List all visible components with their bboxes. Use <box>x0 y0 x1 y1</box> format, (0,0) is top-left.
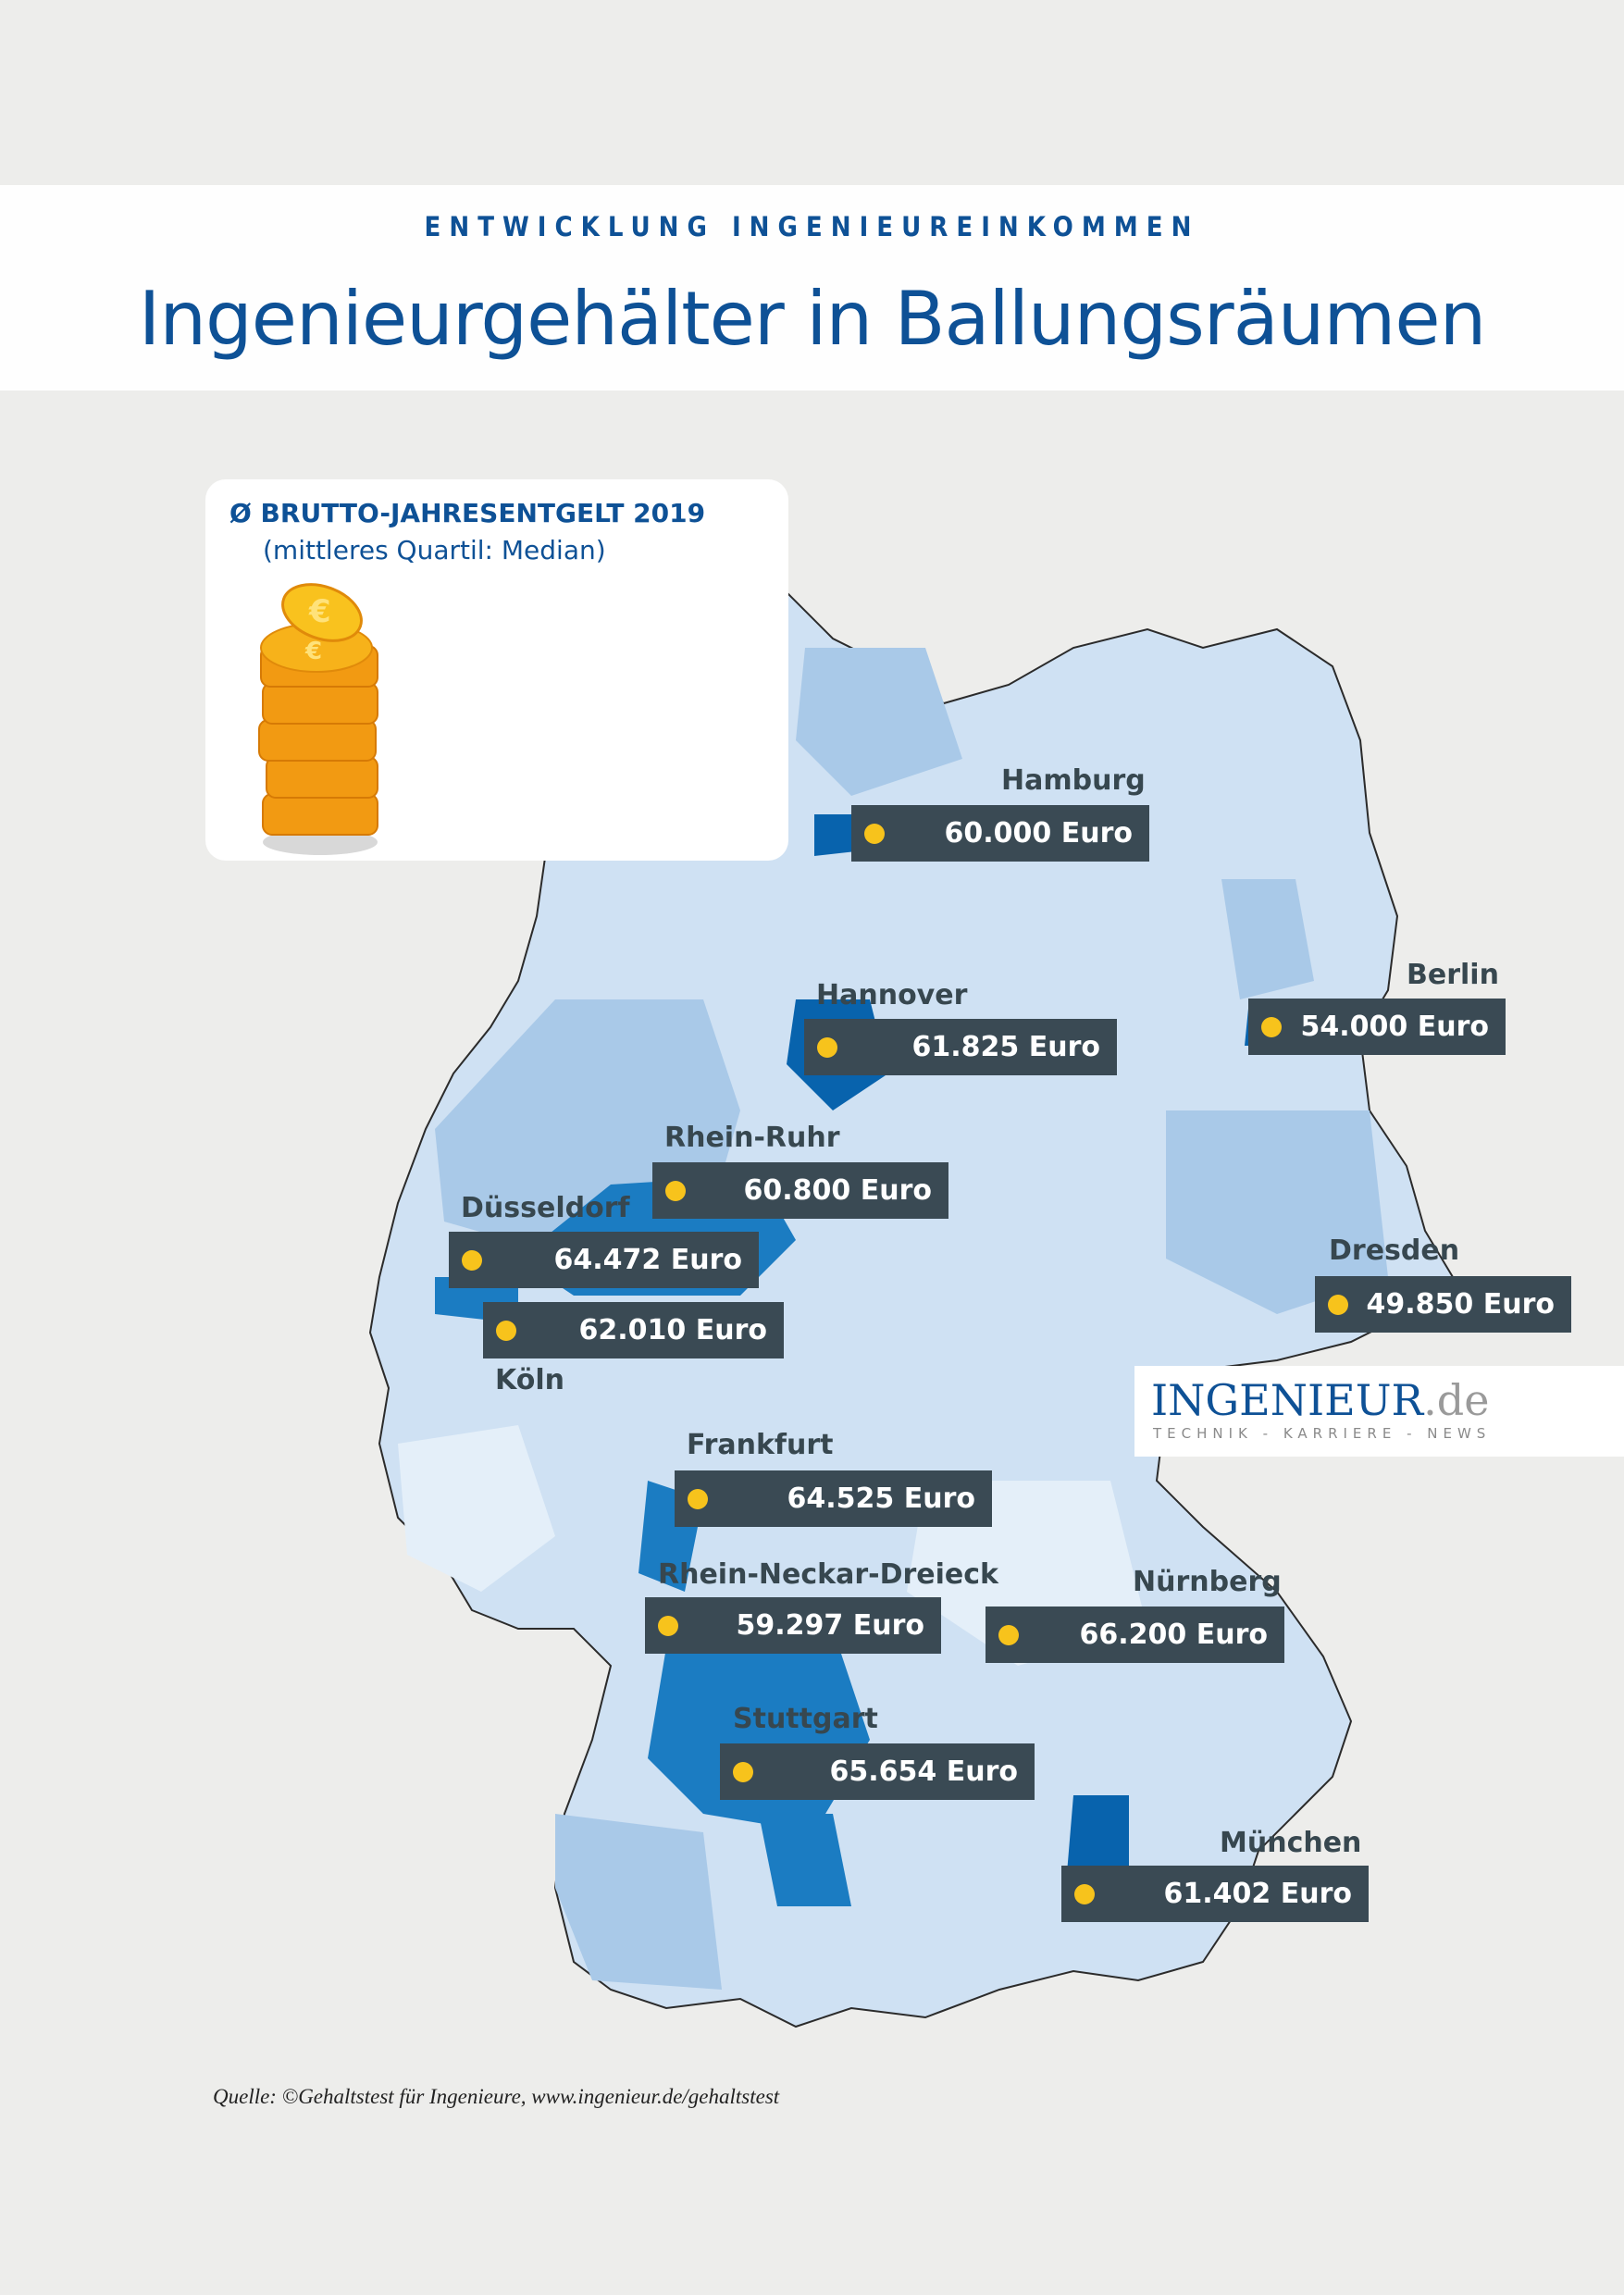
value-box-rhein-ruhr: 60.800 Euro <box>652 1162 948 1219</box>
city-label-koeln: Köln <box>495 1364 564 1396</box>
value-duesseldorf: 64.472 Euro <box>553 1244 742 1276</box>
value-box-frankfurt: 64.525 Euro <box>675 1470 992 1527</box>
value-koeln: 62.010 Euro <box>578 1314 767 1346</box>
city-label-hamburg: Hamburg <box>1001 764 1146 797</box>
city-label-rhein-neckar-dreieck: Rhein-Neckar-Dreieck <box>658 1558 998 1591</box>
city-label-hannover: Hannover <box>816 979 968 1011</box>
city-label-frankfurt: Frankfurt <box>687 1429 834 1461</box>
city-label-rhein-ruhr: Rhein-Ruhr <box>664 1122 840 1154</box>
value-berlin: 54.000 Euro <box>1300 1011 1489 1043</box>
value-box-nuernberg: 66.200 Euro <box>986 1606 1284 1663</box>
marker-dot-icon <box>1328 1294 1348 1315</box>
value-box-rhein-neckar-dreieck: 59.297 Euro <box>645 1597 941 1654</box>
marker-dot-icon <box>1074 1883 1095 1904</box>
svg-text:€: € <box>308 593 331 630</box>
svg-text:€: € <box>304 638 322 665</box>
city-label-dresden: Dresden <box>1329 1234 1460 1267</box>
value-hannover: 61.825 Euro <box>911 1031 1100 1063</box>
value-rhein-ruhr: 60.800 Euro <box>743 1174 932 1207</box>
brand-name: INGENIEUR.de <box>1151 1375 1489 1425</box>
value-box-dresden: 49.850 Euro <box>1315 1276 1571 1333</box>
value-box-stuttgart: 65.654 Euro <box>720 1743 1035 1800</box>
marker-dot-icon <box>998 1624 1019 1645</box>
value-nuernberg: 66.200 Euro <box>1079 1619 1268 1651</box>
value-stuttgart: 65.654 Euro <box>829 1755 1018 1788</box>
brand-tagline: TECHNIK - KARRIERE - NEWS <box>1153 1425 1492 1442</box>
marker-dot-icon <box>658 1615 678 1636</box>
marker-dot-icon <box>864 823 885 844</box>
legend-subtitle: (mittleres Quartil: Median) <box>263 535 606 565</box>
euro-coin-stack-icon: € € <box>258 583 378 855</box>
brand-logo: INGENIEUR.de TECHNIK - KARRIERE - NEWS <box>1134 1366 1624 1457</box>
marker-dot-icon <box>733 1761 753 1782</box>
marker-dot-icon <box>1261 1016 1282 1037</box>
value-muenchen: 61.402 Euro <box>1163 1878 1352 1910</box>
city-label-stuttgart: Stuttgart <box>733 1703 878 1735</box>
brand-tld: .de <box>1423 1375 1490 1425</box>
city-label-berlin: Berlin <box>1407 959 1499 991</box>
city-label-duesseldorf: Düsseldorf <box>461 1192 630 1224</box>
marker-dot-icon <box>817 1036 837 1058</box>
marker-dot-icon <box>496 1320 516 1341</box>
value-box-hannover: 61.825 Euro <box>804 1019 1117 1075</box>
value-box-hamburg: 60.000 Euro <box>851 805 1149 862</box>
marker-dot-icon <box>688 1488 708 1509</box>
legend-card: Ø BRUTTO-JAHRESENTGELT 2019 (mittleres Q… <box>205 479 788 861</box>
legend-title: Ø BRUTTO-JAHRESENTGELT 2019 <box>229 498 706 528</box>
marker-dot-icon <box>462 1249 482 1271</box>
marker-dot-icon <box>665 1180 686 1201</box>
value-hamburg: 60.000 Euro <box>944 817 1133 850</box>
value-box-berlin: 54.000 Euro <box>1248 999 1506 1055</box>
city-label-muenchen: München <box>1220 1827 1362 1859</box>
kicker: ENTWICKLUNG INGENIEUREINKOMMEN <box>424 211 1200 242</box>
page-title: Ingenieurgehälter in Ballungsräumen <box>138 276 1487 362</box>
source-note: Quelle: ©Gehaltstest für Ingenieure, www… <box>213 2085 780 2108</box>
value-dresden: 49.850 Euro <box>1366 1288 1555 1321</box>
header-band <box>0 185 1624 391</box>
value-frankfurt: 64.525 Euro <box>787 1482 975 1515</box>
value-box-koeln: 62.010 Euro <box>483 1302 784 1358</box>
value-box-duesseldorf: 64.472 Euro <box>449 1232 759 1288</box>
value-box-muenchen: 61.402 Euro <box>1061 1866 1369 1922</box>
value-rhein-neckar-dreieck: 59.297 Euro <box>736 1609 924 1642</box>
city-label-nuernberg: Nürnberg <box>1133 1566 1282 1598</box>
brand-name-text: INGENIEUR <box>1151 1375 1424 1425</box>
